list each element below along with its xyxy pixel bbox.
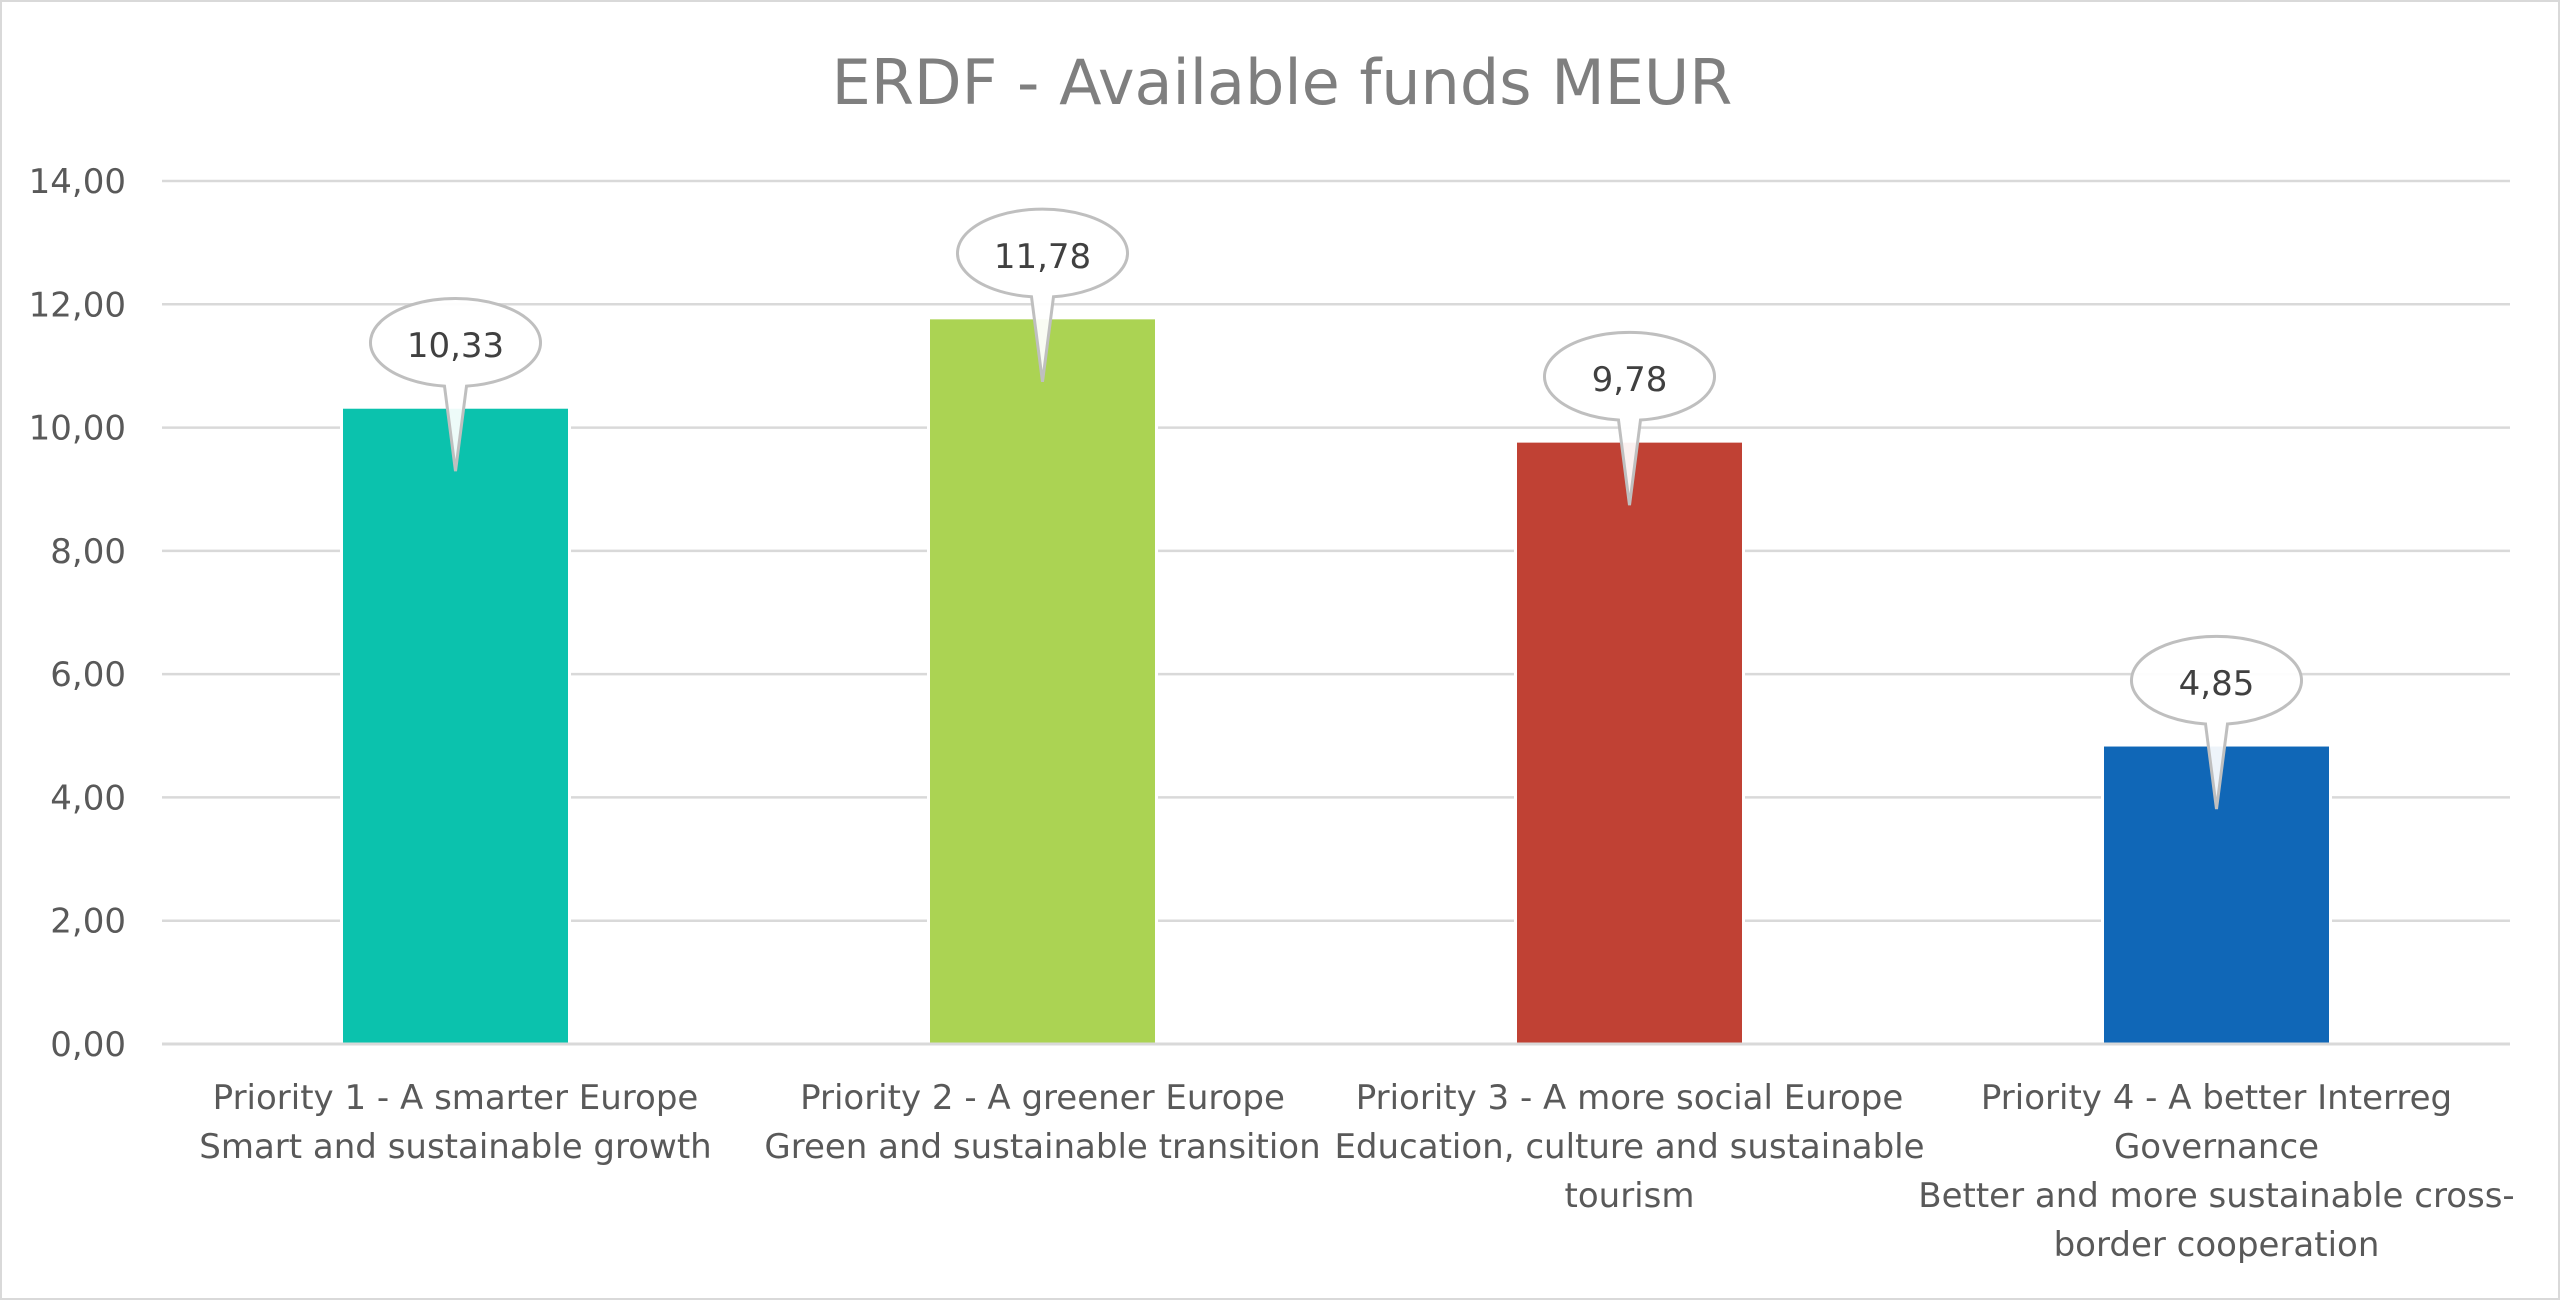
y-axis-ticks: 0,00 2,00 4,00 6,00 8,00 10,00 12,00 14,00 [29,162,126,1065]
data-label: 10,33 [407,326,504,366]
y-tick-label: 6,00 [50,655,126,695]
category-labels: Priority 1 - A smarter Europe Smart and s… [199,1078,2514,1265]
category-label-line: Governance [2114,1127,2319,1167]
category-label-line: Priority 4 - A better Interreg [1981,1078,2452,1118]
data-label-callout: 4,85 [2130,634,2303,810]
category-label: Priority 4 - A better Interreg Governance… [1918,1078,2514,1265]
category-label-line: Better and more sustainable cross- [1918,1176,2514,1216]
data-labels: 10,33 11,78 9,78 4,85 [369,207,2303,810]
y-tick-label: 0,00 [50,1025,126,1065]
category-label-line: tourism [1565,1176,1695,1216]
data-label: 11,78 [994,237,1091,277]
bar [927,316,1158,1046]
y-tick-label: 4,00 [50,778,126,818]
data-label-callout: 11,78 [956,207,1129,383]
bar [1514,439,1745,1046]
y-tick-label: 14,00 [29,162,126,202]
category-label: Priority 2 - A greener Europe Green and s… [764,1078,1320,1167]
data-label-callout: 10,33 [369,297,542,472]
data-label-callout: 9,78 [1543,330,1716,506]
data-label: 4,85 [2179,664,2255,704]
chart-title: ERDF - Available funds MEUR [832,46,1733,119]
category-label-line: Priority 3 - A more social Europe [1356,1078,1904,1118]
category-label-line: border cooperation [2054,1225,2380,1265]
bar [340,405,571,1046]
category-label-line: Smart and sustainable growth [199,1127,711,1167]
y-tick-label: 2,00 [50,902,126,942]
category-label: Priority 1 - A smarter Europe Smart and s… [199,1078,711,1167]
bars [340,316,2332,1046]
callout-bubble [956,207,1129,383]
category-label-line: Green and sustainable transition [764,1127,1320,1167]
callout-bubble [1543,330,1716,506]
y-tick-label: 8,00 [50,532,126,572]
callout-bubble [2130,634,2303,810]
callout-bubble [369,297,542,472]
category-label-line: Priority 1 - A smarter Europe [213,1078,699,1118]
y-tick-label: 12,00 [29,285,126,325]
category-label-line: Priority 2 - A greener Europe [800,1078,1285,1118]
data-label: 9,78 [1592,360,1668,400]
y-tick-label: 10,00 [29,409,126,449]
category-label: Priority 3 - A more social Europe Educati… [1334,1078,1924,1216]
category-label-line: Education, culture and sustainable [1334,1127,1924,1167]
